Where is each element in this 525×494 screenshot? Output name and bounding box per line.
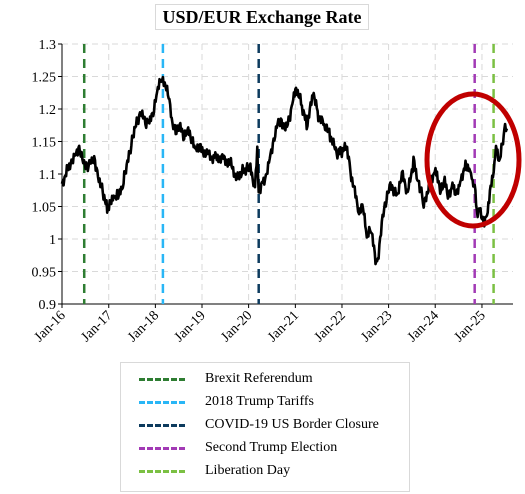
chart-title: USD/EUR Exchange Rate	[162, 7, 362, 27]
legend-entry: Second Trump Election	[121, 438, 409, 458]
y-tick-label: 1.15	[32, 136, 57, 151]
grid	[61, 43, 513, 305]
legend: Brexit Referendum 2018 Trump Tariffs COVID…	[120, 362, 410, 492]
x-tick-label: Jan-23	[358, 308, 395, 345]
y-tick-label: 1.05	[32, 201, 57, 216]
highlight-ellipse	[424, 91, 522, 229]
x-tick-label: Jan-19	[172, 308, 209, 345]
legend-label: COVID-19 US Border Closure	[205, 417, 379, 432]
legend-label: Second Trump Election	[205, 440, 338, 455]
legend-entry: Liberation Day	[121, 461, 409, 481]
event-lines	[82, 44, 495, 304]
x-tick-label: Jan-21	[265, 308, 302, 345]
y-tick-label: 1.1	[39, 168, 57, 183]
legend-label: Brexit Referendum	[205, 371, 313, 386]
y-tick-label: 1.25	[32, 71, 57, 86]
y-tick-label: 1.3	[39, 38, 57, 53]
legend-entry: COVID-19 US Border Closure	[121, 415, 409, 435]
legend-swatch	[139, 424, 185, 427]
legend-entry: Brexit Referendum	[121, 369, 409, 389]
x-tick-label: Jan-25	[452, 308, 489, 345]
y-tick-label: 1	[49, 233, 56, 248]
y-tick-label: 0.95	[32, 266, 57, 281]
x-tick-label: Jan-22	[312, 308, 349, 345]
highlight	[424, 91, 522, 229]
x-tick-label: Jan-18	[125, 308, 162, 345]
legend-swatch	[139, 470, 185, 473]
x-tick-label: Jan-17	[79, 308, 116, 345]
x-tick-label: Jan-24	[405, 308, 442, 345]
y-tick-label: 1.2	[39, 103, 57, 118]
legend-label: Liberation Day	[205, 463, 291, 478]
chart-title-box: USD/EUR Exchange Rate	[155, 4, 369, 30]
series	[60, 75, 509, 266]
series-line	[60, 75, 509, 266]
legend-swatch	[139, 378, 185, 381]
legend-label: 2018 Trump Tariffs	[205, 394, 314, 409]
legend-swatch	[139, 401, 185, 404]
legend-entry: 2018 Trump Tariffs	[121, 392, 409, 412]
legend-swatch	[139, 447, 185, 450]
x-tick-label: Jan-20	[218, 308, 255, 345]
x-tick-label: Jan-16	[32, 308, 69, 345]
y-tick-label: 0.9	[39, 298, 57, 313]
